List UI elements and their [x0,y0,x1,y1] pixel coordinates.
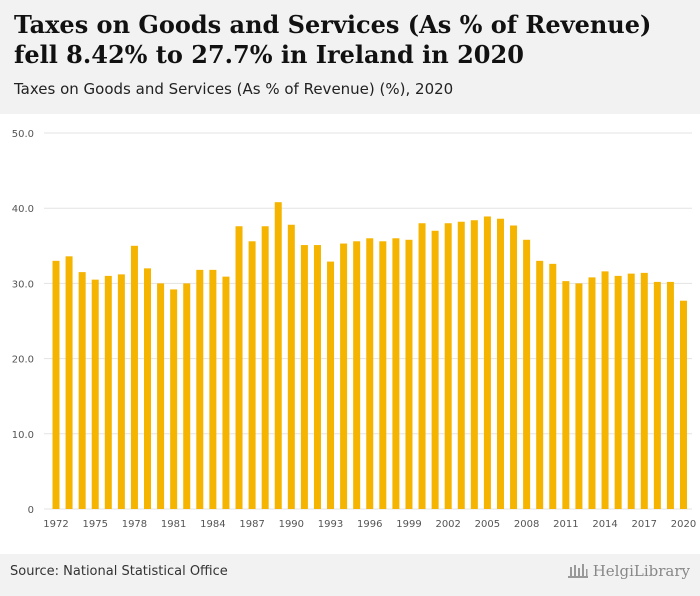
x-tick-label: 1993 [318,519,343,530]
bar-2019[interactable] [666,281,674,509]
x-tick-label: 1981 [161,519,186,530]
bar-1986[interactable] [235,226,243,510]
x-tick-label: 2002 [435,519,460,530]
x-tick-label: 2008 [514,519,539,530]
bar-1999[interactable] [405,239,413,509]
bar-1974[interactable] [78,272,86,509]
bar-2008[interactable] [523,239,531,509]
bars [52,202,687,510]
bar-2007[interactable] [510,225,518,509]
brand-logo[interactable]: HelgiLibrary [567,562,690,580]
bar-1992[interactable] [313,245,321,509]
x-tick-label: 2005 [475,519,500,530]
bar-1998[interactable] [392,238,400,509]
x-tick-label: 2011 [553,519,578,530]
bar-1977[interactable] [117,274,125,509]
header: Taxes on Goods and Services (As % of Rev… [0,0,700,114]
y-tick-label: 10.0 [12,430,34,441]
y-tick-label: 20.0 [12,355,34,366]
bar-1984[interactable] [209,269,217,509]
library-icon [567,564,588,578]
bar-1983[interactable] [196,269,204,509]
source-note: Source: National Statistical Office [10,564,228,579]
bar-2013[interactable] [588,277,596,509]
bar-1978[interactable] [130,245,138,510]
bar-1988[interactable] [261,226,269,510]
bar-2000[interactable] [418,223,426,509]
x-tick-label: 1987 [239,519,264,530]
bar-2009[interactable] [536,260,544,509]
bar-1976[interactable] [104,275,112,509]
bar-2018[interactable] [653,281,661,509]
bar-1982[interactable] [183,283,191,509]
bar-2017[interactable] [640,272,648,509]
bar-1985[interactable] [222,276,230,509]
y-tick-label: 50.0 [12,129,34,140]
chart-subtitle: Taxes on Goods and Services (As % of Rev… [14,80,454,98]
bar-1973[interactable] [65,256,73,509]
page-title: Taxes on Goods and Services (As % of Rev… [14,10,652,69]
x-tick-label: 1972 [43,519,68,530]
x-axis-labels: 1972 1975 1978 1981 1984 1987 1990 1993 1996 1999… [43,519,696,530]
x-tick-label: 2020 [671,519,696,530]
bar-2001[interactable] [431,230,439,509]
y-tick-label: 30.0 [12,279,34,290]
bar-2011[interactable] [562,281,570,509]
footer: Source: National Statistical Office Helg… [0,554,700,596]
bar-1996[interactable] [366,238,374,509]
brand-name: HelgiLibrary [592,562,690,580]
bar-1993[interactable] [327,261,335,509]
bar-2004[interactable] [470,220,478,509]
x-tick-label: 1996 [357,519,382,530]
bar-1979[interactable] [144,268,152,509]
bar-1980[interactable] [157,283,165,509]
bar-1997[interactable] [379,241,387,509]
bar-1981[interactable] [170,289,178,509]
x-tick-label: 1999 [396,519,421,530]
x-tick-label: 1990 [279,519,304,530]
bar-2020[interactable] [680,300,687,509]
bar-2012[interactable] [575,283,583,509]
bar-2010[interactable] [549,263,557,509]
x-tick-label: 1975 [82,519,107,530]
bar-1990[interactable] [287,224,295,509]
x-tick-label: 1984 [200,519,225,530]
bar-1994[interactable] [340,243,348,509]
bar-1987[interactable] [248,241,256,509]
bar-2006[interactable] [496,218,504,509]
bar-1989[interactable] [274,202,282,509]
x-tick-label: 1978 [122,519,147,530]
bar-1972[interactable] [52,260,60,509]
bar-chart: 010.020.030.040.050.0 1972 1975 1978 1981 19… [12,129,696,530]
x-tick-label: 2014 [592,519,617,530]
bar-1991[interactable] [300,245,308,509]
bar-2015[interactable] [614,275,622,509]
bar-2014[interactable] [601,271,609,509]
y-tick-label: 40.0 [12,204,34,215]
bar-2016[interactable] [627,273,635,509]
bar-1995[interactable] [353,241,361,509]
y-tick-label: 0 [28,505,34,516]
bar-2005[interactable] [483,216,491,510]
y-axis-labels: 0 10.0 20.0 30.0 40.0 50.0 [12,129,34,516]
x-tick-label: 2017 [632,519,657,530]
bar-1975[interactable] [91,279,99,509]
chart-area: 0 10.0 20.0 30.0 40.0 50.0 1972 1975 1978 1981 19… [0,114,700,554]
bar-2002[interactable] [444,223,452,509]
bar-2003[interactable] [457,221,465,509]
